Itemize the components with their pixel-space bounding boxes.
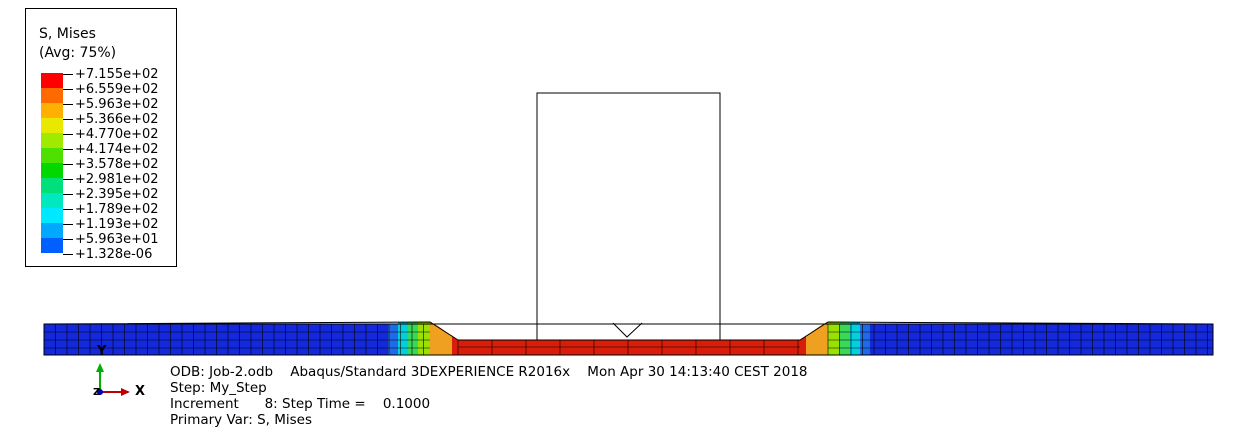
left-transition-3 [408,322,418,355]
right-transition-4 [860,324,870,355]
right-transition-3 [850,322,860,355]
right-transition-1 [828,322,840,355]
odb-info-line: ODB: Job-2.odb Abaqus/Standard 3DEXPERIE… [170,364,808,380]
legend-value: +4.174e+02 [63,142,159,157]
legend-value: +7.155e+02 [63,67,159,82]
left-transition-4 [418,322,430,355]
rigid-punch[interactable] [536,92,721,341]
legend-swatch [41,88,63,103]
legend-swatch [41,208,63,223]
legend-swatch [41,133,63,148]
legend-swatch [41,193,63,208]
legend-value: +1.193e+02 [63,217,159,232]
legend-value: +2.981e+02 [63,172,159,187]
legend-swatch [41,118,63,133]
legend-value: +4.770e+02 [63,127,159,142]
legend-swatch [41,163,63,178]
legend-value: +5.963e+01 [63,232,159,247]
mesh-grid [43,324,1213,355]
primary-var-line: Primary Var: S, Mises [170,412,312,428]
legend-swatch [41,103,63,118]
legend-color-bar [41,73,63,253]
right-plate-region [870,324,1213,355]
legend-swatch [41,238,63,253]
legend-value: +1.789e+02 [63,202,159,217]
legend-subtitle: (Avg: 75%) [39,45,117,61]
center-plastic-zone [452,336,806,355]
legend-value: +1.328e-06 [63,247,159,262]
viewport-info-block: ODB: Job-2.odb Abaqus/Standard 3DEXPERIE… [170,364,808,428]
left-transition-1 [388,324,398,355]
deformed-mesh [43,321,1214,356]
z-axis-label: Z [93,387,101,398]
legend-value: +3.578e+02 [63,157,159,172]
y-axis-label: Y [97,344,107,359]
step-info-line: Step: My_Step [170,380,267,396]
coordinate-triad: Y X Z [85,345,155,405]
legend-value: +5.366e+02 [63,112,159,127]
legend-swatch [41,73,63,88]
x-axis-label: X [135,384,146,399]
legend-value-list: +7.155e+02 +6.559e+02 +5.963e+02 +5.366e+02… [63,67,159,262]
plate-outline [43,323,1214,356]
increment-info-line: Increment 8: Step Time = 0.1000 [170,396,431,412]
legend-value: +2.395e+02 [63,187,159,202]
legend-value: +5.963e+02 [63,97,159,112]
legend-value: +6.559e+02 [63,82,159,97]
right-transition-2 [840,322,850,355]
left-transition-2 [398,322,408,355]
triad-arrows [96,363,130,396]
contour-legend: S, Mises (Avg: 75%) +7.155e+02 +6.559e+02… [25,8,177,267]
right-shoulder [806,322,828,355]
legend-swatch [41,148,63,163]
reference-point-marker [612,322,643,338]
left-shoulder [430,322,458,355]
legend-title: S, Mises [39,26,96,42]
legend-swatch [41,223,63,238]
legend-swatch [41,178,63,193]
